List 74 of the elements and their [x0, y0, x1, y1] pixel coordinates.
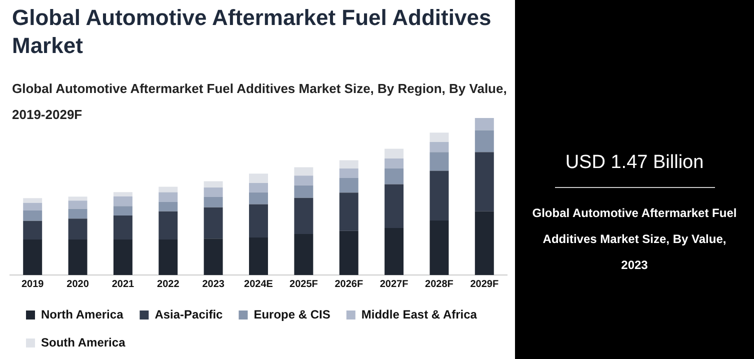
- bar: [204, 207, 223, 239]
- bar: [474, 152, 494, 212]
- x-tick-label: 2026F: [334, 278, 364, 290]
- chart-title: Global Automotive Aftermarket Fuel Additives Market: [12, 4, 492, 60]
- bar: [204, 238, 223, 275]
- legend-label: South America: [41, 335, 126, 350]
- x-tick-label: 2028F: [425, 278, 454, 290]
- text: USD 1.47 Billion: [564, 152, 705, 174]
- bar: [158, 186, 178, 192]
- bar: [294, 234, 314, 275]
- bar: [158, 211, 178, 240]
- legend-label: Middle East & Africa: [361, 307, 478, 322]
- bar: [384, 168, 404, 184]
- bar: [113, 215, 132, 240]
- x-tick-label: 2019: [21, 278, 44, 290]
- bar: [113, 240, 132, 275]
- bar: [23, 210, 42, 221]
- bar: [384, 158, 404, 169]
- bar: [23, 220, 42, 240]
- bar: [68, 240, 88, 275]
- bar: [113, 196, 132, 206]
- legend-label: North America: [41, 307, 124, 322]
- bar: [249, 192, 268, 204]
- bar: [294, 198, 314, 234]
- x-tick-label: 2023: [202, 278, 225, 290]
- bar: [430, 220, 449, 275]
- bar: [23, 198, 42, 203]
- text: Global Automotive Aftermarket Fuel Additives Market Size, By Value, 2023: [531, 205, 738, 274]
- bar: [249, 237, 268, 275]
- bar: [430, 170, 449, 221]
- bar: [430, 132, 449, 142]
- bar: [204, 181, 223, 188]
- bar: [294, 185, 314, 198]
- bar: [474, 118, 494, 130]
- bar: [68, 208, 88, 219]
- x-tick-label: 2029F: [470, 278, 499, 290]
- bar: [158, 202, 178, 212]
- bar: [339, 160, 358, 169]
- bar: [339, 230, 358, 275]
- bar: [384, 184, 404, 228]
- bar: [113, 206, 132, 216]
- bar: [430, 142, 449, 152]
- bar: [249, 204, 268, 238]
- bar: [23, 240, 42, 275]
- bar: [430, 152, 449, 171]
- bar: [113, 192, 132, 196]
- x-tick-label: 2020: [66, 278, 90, 290]
- x-tick-label: 2025F: [290, 278, 318, 290]
- bar: [158, 240, 178, 275]
- x-tick-label: 2027F: [380, 278, 408, 290]
- bar: [474, 130, 494, 152]
- bar: [68, 196, 88, 201]
- legend-label: Europe & CIS: [254, 307, 330, 322]
- chart-subtitle: Global Automotive Aftermarket Fuel Additives Market Size, By Region, By Value, 2019-2029F: [12, 80, 507, 124]
- x-tick-label: 2022: [157, 278, 180, 290]
- bar: [249, 183, 268, 192]
- bar: [249, 174, 268, 183]
- x-tick-label: 2021: [112, 278, 135, 290]
- bar: [23, 202, 42, 210]
- x-tick-label: 2024E: [244, 278, 274, 290]
- bar: [474, 211, 494, 275]
- bar: [294, 176, 314, 186]
- bar: [204, 196, 223, 208]
- bar: [204, 188, 223, 197]
- bar: [294, 167, 314, 176]
- bar: [68, 218, 88, 240]
- bar: [339, 192, 358, 231]
- bar: [339, 178, 358, 193]
- legend-label: Asia-Pacific: [154, 307, 224, 322]
- bar: [384, 148, 404, 159]
- bar: [68, 200, 88, 209]
- bar: [339, 168, 358, 178]
- bar: [384, 228, 404, 275]
- bar: [158, 192, 178, 202]
